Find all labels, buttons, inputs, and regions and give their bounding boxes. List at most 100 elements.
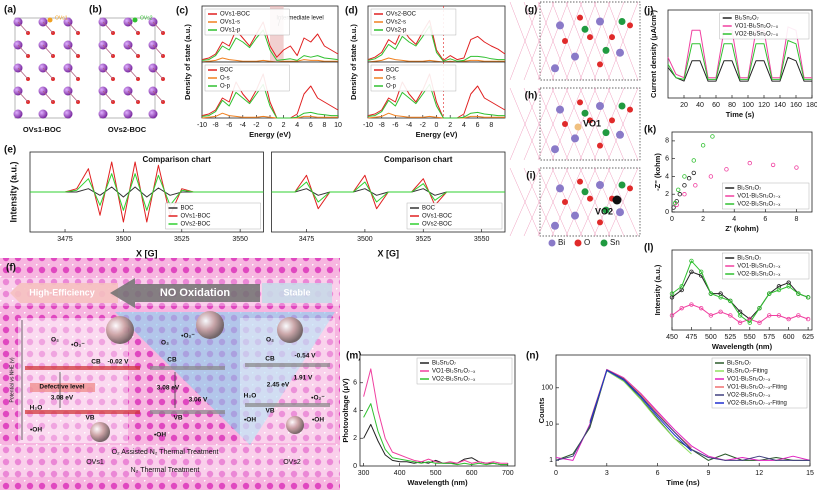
legend-label: O-p (220, 84, 231, 90)
legend-box (711, 357, 808, 409)
banner-text: NO Oxidation (160, 287, 231, 299)
bond (42, 90, 54, 103)
o-atom (609, 117, 615, 124)
y-axis-label: Intensity (a.u.) (653, 264, 662, 315)
x-tick-label: 3550 (474, 236, 490, 243)
diagram-text: N₂ Thermal Treatment (131, 467, 200, 474)
y-axis-label: Density of state (a.u.) (349, 24, 358, 100)
series-line (201, 73, 339, 119)
molecule (196, 311, 224, 339)
series-line (201, 112, 338, 119)
y-axis-label: Density of state (a.u.) (183, 24, 192, 100)
bi-atom (571, 211, 579, 220)
diagram-text: O₂ (161, 340, 169, 347)
data-point (708, 291, 714, 296)
legend-label: OVs1-p (220, 28, 241, 34)
legend-label: Bi₂Sn₂O₇ (735, 16, 759, 22)
o-atom (597, 142, 603, 149)
series-line (30, 173, 264, 211)
legend-label: VO2-Bi₂Sn₂O₇₋ₓ-Fiting (727, 401, 787, 407)
x-tick-label: -2 (253, 122, 259, 129)
x-tick-label: 180 (806, 102, 817, 109)
data-point (786, 284, 791, 289)
data-point (691, 170, 696, 176)
lattice (607, 87, 639, 161)
banner-text: Stable (283, 287, 310, 297)
x-axis-label: Z' (kohm) (725, 224, 759, 233)
bi-atom (571, 52, 579, 61)
x-tick-label: -6 (392, 122, 398, 129)
panel-label: (g) (525, 5, 538, 16)
x-tick-label: 525 (724, 334, 736, 341)
x-tick-label: 3475 (299, 236, 315, 243)
x-tick-label: 6 (309, 122, 313, 129)
bond (102, 44, 114, 57)
diagram-text: 2.45 eV (267, 382, 290, 389)
bond (42, 44, 54, 57)
diagram-text: OVs2 (283, 459, 301, 466)
y-axis-label: Photovoltage (μV) (341, 378, 350, 443)
panel-label: (c) (176, 6, 188, 17)
lattice (509, 87, 541, 161)
legend-label: BOC (181, 206, 195, 212)
bond (67, 90, 79, 103)
bi-atom (38, 109, 48, 119)
series-line (367, 73, 506, 119)
x-tick-label: 600 (783, 334, 795, 341)
bond (102, 21, 114, 34)
vacancy-label: VO2 (595, 206, 613, 216)
x-tick-label: 120 (758, 102, 770, 109)
legend-label: VO2-Bi₂Sn₂O₇₋ₓ (432, 377, 475, 383)
data-point (767, 291, 772, 296)
data-point (698, 305, 704, 311)
bond (102, 67, 114, 80)
data-point (669, 291, 675, 296)
o-atom (577, 178, 583, 185)
x-tick-label: -10 (363, 122, 373, 129)
structure-name: OVs1-BOC (23, 125, 62, 134)
bi-atom (556, 184, 564, 193)
bond (152, 21, 164, 34)
x-tick-label: 6 (763, 216, 767, 223)
lattice (565, 167, 597, 237)
data-point (691, 158, 696, 163)
sn-atom (602, 129, 610, 137)
bi-atom (123, 109, 133, 119)
y-axis-label: Intensity (a.u.) (8, 161, 18, 222)
vacancy-label: VO1 (583, 118, 601, 128)
series-line (367, 112, 505, 119)
diagram-text: CB (91, 359, 101, 366)
legend-label: VO1-Bi₂Sn₂O₇₋ₓ (727, 377, 770, 383)
diagram-text: -0.54 V (295, 353, 317, 360)
x-tick-label: 8 (489, 122, 493, 129)
diagram-text: Defective level (39, 384, 84, 391)
lattice (565, 1, 597, 81)
data-point (700, 143, 706, 148)
data-point (693, 183, 698, 188)
y-tick-label: 4 (665, 173, 669, 180)
data-point (770, 162, 776, 168)
panel-label: (k) (644, 125, 656, 136)
series-line (367, 19, 506, 61)
bond (127, 90, 139, 103)
legend-label: OVs2-BOC (422, 222, 453, 228)
defective-level (30, 383, 95, 392)
bi-atom (551, 221, 559, 230)
lattice (593, 167, 625, 237)
panel-label: (m) (346, 351, 362, 362)
bi-atom (13, 109, 23, 119)
x-tick-label: -10 (197, 122, 207, 129)
x-tick-label: 500 (430, 470, 442, 477)
legend-label: OVs2-BOC (181, 222, 212, 228)
molecule (106, 316, 134, 344)
legend-label: VO1-Bi₂Sn₂O₇₋ₓ (737, 194, 780, 200)
lattice (509, 1, 541, 81)
x-tick-label: 0 (670, 216, 674, 223)
data-point (677, 192, 682, 197)
sn-atom (618, 102, 626, 110)
o-atom (562, 121, 568, 127)
series-line (201, 83, 338, 119)
series-line (671, 260, 809, 324)
data-point (728, 313, 733, 318)
x-axis-label: Wavelength (nm) (407, 478, 468, 487)
